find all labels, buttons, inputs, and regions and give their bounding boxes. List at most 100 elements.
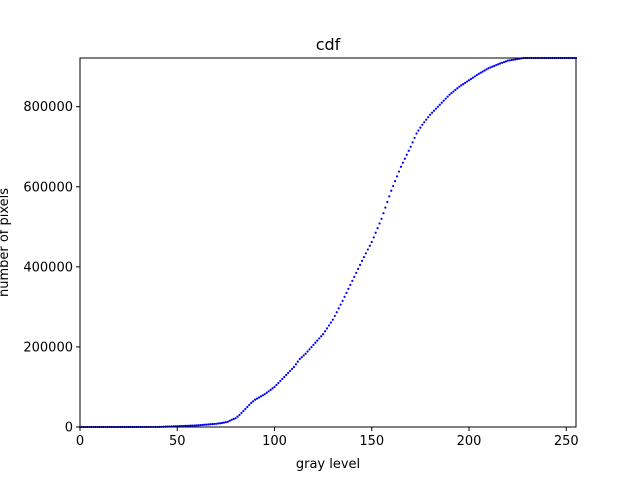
data-point <box>283 375 286 379</box>
data-point <box>452 90 455 93</box>
data-point <box>413 136 416 140</box>
data-point <box>195 424 198 427</box>
data-point <box>395 175 399 178</box>
data-point <box>497 63 500 66</box>
data-point <box>331 318 334 321</box>
data-point <box>411 141 414 144</box>
plot-frame <box>79 57 577 428</box>
data-point <box>392 184 395 188</box>
data-point <box>397 170 401 173</box>
data-point <box>325 327 329 330</box>
data-point <box>493 64 496 67</box>
data-point <box>421 123 424 126</box>
data-point <box>211 423 214 426</box>
chart-title: cdf <box>316 35 341 54</box>
data-point <box>318 337 321 340</box>
data-point <box>197 424 200 427</box>
data-point <box>341 299 344 302</box>
data-point <box>253 398 257 401</box>
data-point <box>205 423 208 426</box>
data-point <box>189 424 192 427</box>
data-point <box>269 388 272 391</box>
data-point <box>213 422 216 426</box>
data-point <box>250 401 253 405</box>
data-point <box>349 283 352 286</box>
data-point <box>234 417 237 420</box>
data-point <box>240 411 243 415</box>
data-point <box>215 422 218 425</box>
data-point <box>450 91 453 95</box>
data-point <box>339 303 342 306</box>
data-point <box>265 391 268 394</box>
data-point <box>294 363 298 366</box>
data-point <box>203 423 206 426</box>
data-point <box>502 60 506 64</box>
data-point <box>259 395 262 398</box>
data-point <box>277 381 280 385</box>
data-point <box>288 369 292 373</box>
data-point <box>423 121 426 124</box>
data-point <box>471 76 475 79</box>
data-point <box>201 423 204 427</box>
data-point <box>504 60 508 63</box>
data-point <box>425 118 428 121</box>
data-point <box>458 85 461 88</box>
data-point <box>316 339 319 342</box>
x-tick-label: 150 <box>359 434 384 449</box>
data-point <box>376 226 379 230</box>
data-point <box>217 422 220 425</box>
data-point <box>388 195 391 198</box>
data-point <box>382 212 385 215</box>
data-point <box>483 69 486 72</box>
data-point <box>273 385 276 389</box>
data-point <box>446 95 449 98</box>
data-point <box>386 200 389 204</box>
data-point <box>248 403 251 407</box>
data-point <box>279 379 282 383</box>
data-point <box>320 335 323 338</box>
data-point <box>337 307 340 310</box>
data-point <box>228 419 231 422</box>
data-point <box>370 240 373 244</box>
data-point <box>222 421 226 424</box>
data-point <box>362 255 366 259</box>
data-point <box>298 357 301 361</box>
data-point <box>440 101 443 104</box>
data-point <box>436 105 439 108</box>
y-tick-label: 800000 <box>23 100 73 115</box>
data-point <box>358 263 362 266</box>
data-point <box>218 422 222 425</box>
data-point <box>232 417 235 421</box>
data-point <box>290 367 294 371</box>
data-point <box>477 72 480 75</box>
data-point <box>479 71 482 74</box>
data-point <box>306 350 309 353</box>
data-point <box>409 145 412 148</box>
data-point <box>491 65 494 68</box>
data-point <box>364 252 368 255</box>
x-tick-label: 50 <box>169 434 186 449</box>
data-point <box>199 423 202 427</box>
data-point <box>415 132 418 135</box>
data-point <box>281 377 284 381</box>
data-point <box>244 407 247 411</box>
x-axis-label: gray level <box>296 457 360 472</box>
data-point <box>438 103 441 106</box>
data-point <box>351 279 354 282</box>
data-point <box>499 62 502 65</box>
data-point <box>473 75 476 78</box>
data-point <box>372 236 375 239</box>
data-point <box>403 157 406 160</box>
data-point <box>407 149 410 152</box>
data-point <box>357 267 360 270</box>
data-point <box>246 405 249 409</box>
data-point <box>242 409 245 413</box>
data-point <box>333 314 336 318</box>
data-point <box>429 113 432 116</box>
data-point <box>285 373 288 377</box>
data-point <box>512 58 515 61</box>
data-point <box>193 424 196 427</box>
data-point <box>434 107 438 110</box>
data-point <box>355 271 358 274</box>
x-tick-label: 100 <box>262 434 287 449</box>
